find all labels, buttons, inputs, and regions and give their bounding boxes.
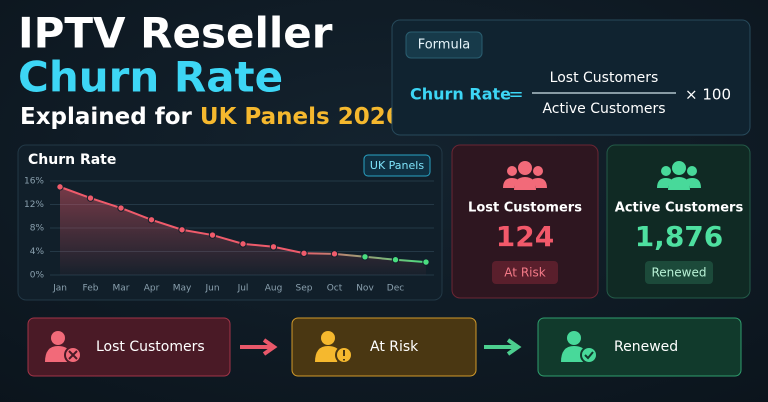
formula-chip xyxy=(405,31,483,59)
point xyxy=(361,253,369,261)
line-area xyxy=(60,186,426,275)
x-tick-label: Jul xyxy=(237,284,249,294)
flow-icon-risk xyxy=(315,331,353,364)
y-tick-label: 8% xyxy=(30,224,45,234)
x-tick-label: May xyxy=(173,284,192,294)
y-tick-label: 12% xyxy=(24,200,44,210)
point xyxy=(56,183,64,191)
plot: 0% 4% 8% 12% 16% Jan Feb Mar Apr May Jun Jul Aug Sep O… xyxy=(24,177,434,294)
x-tick-label: Aug xyxy=(265,284,283,294)
lost-icon xyxy=(503,161,547,190)
formula-multiplier: × 100 xyxy=(685,86,731,104)
point xyxy=(117,204,125,212)
point xyxy=(208,231,217,239)
subtitle-text: Explained for xyxy=(20,104,193,130)
x-tick-label: Apr xyxy=(144,284,160,294)
chart-title: Churn Rate xyxy=(28,152,116,168)
subtitle-highlight: UK Panels 2026 xyxy=(200,104,402,130)
lost-card-title: Lost Customers xyxy=(468,201,582,216)
flow-label-risk: At Risk xyxy=(370,339,419,355)
chart-badge-label: UK Panels xyxy=(370,159,424,172)
x-tick-label: Feb xyxy=(83,284,99,294)
active-card-value: 1,876 xyxy=(635,220,724,253)
point xyxy=(422,258,430,266)
formula-label: Formula xyxy=(418,38,471,53)
flow-icon-lost xyxy=(45,331,82,364)
y-tick-label: 16% xyxy=(24,177,44,187)
x-tick-label: Jan xyxy=(52,284,67,294)
active-icon xyxy=(657,161,701,190)
active-card-status: Renewed xyxy=(652,266,707,280)
point xyxy=(147,216,156,224)
lost-card-value: 124 xyxy=(496,220,554,253)
flow-icon-renewed xyxy=(561,331,598,364)
x-tick-label: Nov xyxy=(356,284,374,294)
flow-label-renewed: Renewed xyxy=(614,339,678,355)
point xyxy=(300,249,308,257)
formula-denominator: Active Customers xyxy=(542,101,665,117)
x-tick-label: Jun xyxy=(204,284,219,294)
lost-card-status: At Risk xyxy=(504,266,545,280)
point xyxy=(86,194,95,202)
formula-numerator: Lost Customers xyxy=(550,70,659,86)
lost-card xyxy=(451,144,599,299)
lost-status-chip xyxy=(492,261,558,284)
point xyxy=(239,240,247,248)
title-line1: IPTV Reseller xyxy=(18,9,333,58)
x-tick-label: Sep xyxy=(296,284,313,294)
title-line2: Churn Rate xyxy=(18,53,283,102)
flow-arrow xyxy=(240,338,278,356)
y-tick-label: 4% xyxy=(30,247,45,257)
active-card xyxy=(606,144,751,299)
flow-label-lost: Lost Customers xyxy=(96,339,205,355)
x-tick-label: Dec xyxy=(387,284,404,294)
x-tick-label: Oct xyxy=(327,284,343,294)
point xyxy=(330,250,339,258)
point xyxy=(178,226,186,234)
point xyxy=(391,256,400,264)
formula-equals: = xyxy=(508,84,523,105)
active-card-title: Active Customers xyxy=(615,201,744,216)
flow-arrow xyxy=(484,338,522,356)
chart-badge xyxy=(363,154,431,177)
x-tick-label: Mar xyxy=(113,284,130,294)
point xyxy=(269,243,278,251)
formula-lhs: Churn Rate xyxy=(410,85,511,104)
y-tick-label: 0% xyxy=(30,271,45,281)
subtitle: Explained for UK Panels 2026 xyxy=(20,104,402,130)
active-status-chip xyxy=(645,261,713,284)
